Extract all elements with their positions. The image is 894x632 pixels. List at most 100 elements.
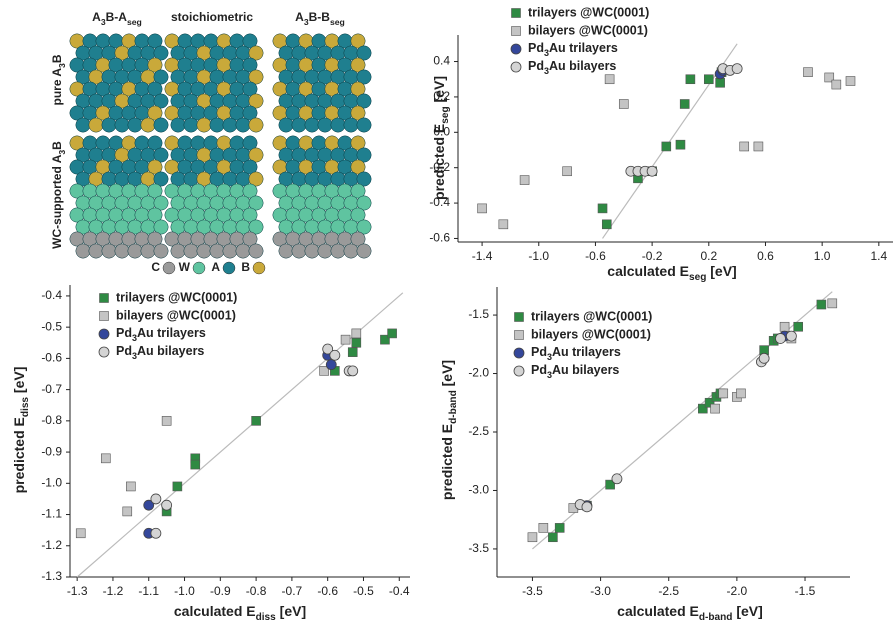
atom	[196, 243, 212, 259]
x-axis-label-part: [eV]	[706, 263, 736, 279]
data-point	[604, 74, 615, 85]
x-axis-label: calculated Eseg [eV]	[607, 263, 736, 283]
x-axis-label-part: calculated E	[617, 603, 699, 619]
atom	[356, 243, 372, 259]
y-tick-label: 0.0	[433, 124, 450, 138]
data-point	[380, 334, 390, 345]
y-tick-label: -1.1	[41, 507, 62, 521]
atom	[140, 243, 156, 259]
y-axis-label-part: predicted E	[11, 417, 27, 493]
legend-label-part: 3	[132, 351, 137, 361]
data-point	[685, 74, 696, 85]
legend-swatch	[511, 26, 521, 36]
data-point	[387, 328, 397, 339]
atom	[248, 219, 264, 235]
legend-label-part: 3	[547, 352, 552, 362]
data-point	[548, 532, 558, 543]
y-tick-label: -0.7	[41, 382, 62, 396]
data-point	[519, 175, 530, 185]
atom	[209, 117, 225, 133]
atom	[248, 171, 264, 187]
x-tick-label: -2.0	[727, 584, 748, 598]
legend-label-part: Au trilayers	[549, 41, 618, 55]
legend-swatch	[510, 43, 522, 55]
legend-label-part: Pd	[116, 326, 132, 340]
data-point	[824, 72, 835, 83]
atom	[209, 243, 225, 259]
atom-legend-label: A	[211, 260, 220, 274]
x-axis-label-part: diss	[256, 612, 277, 623]
atom	[242, 207, 258, 223]
atom	[170, 243, 186, 259]
atom	[356, 171, 372, 187]
y-tick-label: -0.9	[41, 444, 62, 458]
legend-label: Pd3Au trilayers	[528, 41, 618, 58]
data-point	[126, 481, 136, 492]
atom	[235, 243, 251, 259]
column-header-part: seg	[127, 17, 142, 27]
legend-label: trilayers @WC(0001)	[528, 5, 649, 19]
atom	[350, 57, 366, 73]
y-tick-label: -1.0	[41, 475, 62, 489]
legend-label: Pd3Au bilayers	[528, 59, 616, 76]
atom	[147, 207, 163, 223]
x-tick-label: -0.9	[210, 584, 231, 598]
y-axis-label-part: predicted E	[431, 124, 447, 200]
legend-swatch	[514, 312, 524, 322]
x-axis-label-part: [eV]	[732, 603, 762, 619]
y-tick-label: -1.2	[41, 538, 62, 552]
reference-line	[602, 43, 738, 239]
data-point	[340, 334, 351, 345]
atom	[153, 219, 169, 235]
x-tick-label: -3.5	[522, 584, 543, 598]
column-header: A3B-Aseg	[92, 10, 142, 27]
atom	[170, 117, 186, 133]
row-label-part: pure A	[50, 68, 64, 106]
y-tick-label: -2.5	[468, 424, 489, 438]
atom	[248, 243, 264, 259]
legend-label: trilayers @WC(0001)	[531, 309, 652, 323]
legend-label: Pd3Au trilayers	[531, 345, 621, 362]
row-label: pure A3B	[50, 54, 67, 105]
atom	[350, 33, 366, 49]
data-point	[816, 299, 827, 310]
column-header-part: 3	[101, 17, 106, 27]
atom	[356, 93, 372, 109]
y-tick-label: -1.5	[468, 307, 489, 321]
x-tick-label: -0.5	[353, 584, 374, 598]
y-tick-label: -0.5	[41, 319, 62, 333]
atom	[153, 69, 169, 85]
data-point	[527, 532, 538, 543]
x-tick-label: 0.6	[757, 249, 774, 263]
x-tick-label: -1.5	[795, 584, 816, 598]
legend-label-part: 3	[547, 370, 552, 380]
data-point	[803, 67, 813, 77]
data-point	[845, 76, 856, 86]
x-axis-label-part: calculated E	[174, 603, 256, 619]
legend-swatch	[513, 365, 525, 377]
atom-legend-swatch	[192, 261, 206, 275]
y-tick-label: -0.2	[429, 160, 450, 174]
atom	[304, 117, 320, 133]
data-point	[190, 459, 201, 470]
data-point	[679, 99, 690, 109]
data-point	[143, 499, 155, 511]
atom	[242, 159, 258, 175]
data-point	[785, 330, 797, 342]
legend-label: bilayers @WC(0001)	[116, 308, 236, 322]
legend-label-part: Pd	[531, 363, 547, 377]
legend-label-part: Au bilayers	[137, 344, 204, 358]
atom	[278, 117, 294, 133]
column-header-part: B-B	[309, 10, 331, 24]
y-tick-label: -3.5	[468, 541, 489, 555]
legend-label-part: Au bilayers	[552, 363, 619, 377]
atom	[242, 231, 258, 247]
y-tick-label: -0.4	[429, 195, 450, 209]
legend-label: bilayers @WC(0001)	[531, 327, 651, 341]
atom	[242, 135, 258, 151]
atom	[147, 105, 163, 121]
data-point	[122, 506, 133, 517]
data-point	[161, 416, 172, 426]
row-label-part: WC-supported A	[50, 154, 64, 249]
